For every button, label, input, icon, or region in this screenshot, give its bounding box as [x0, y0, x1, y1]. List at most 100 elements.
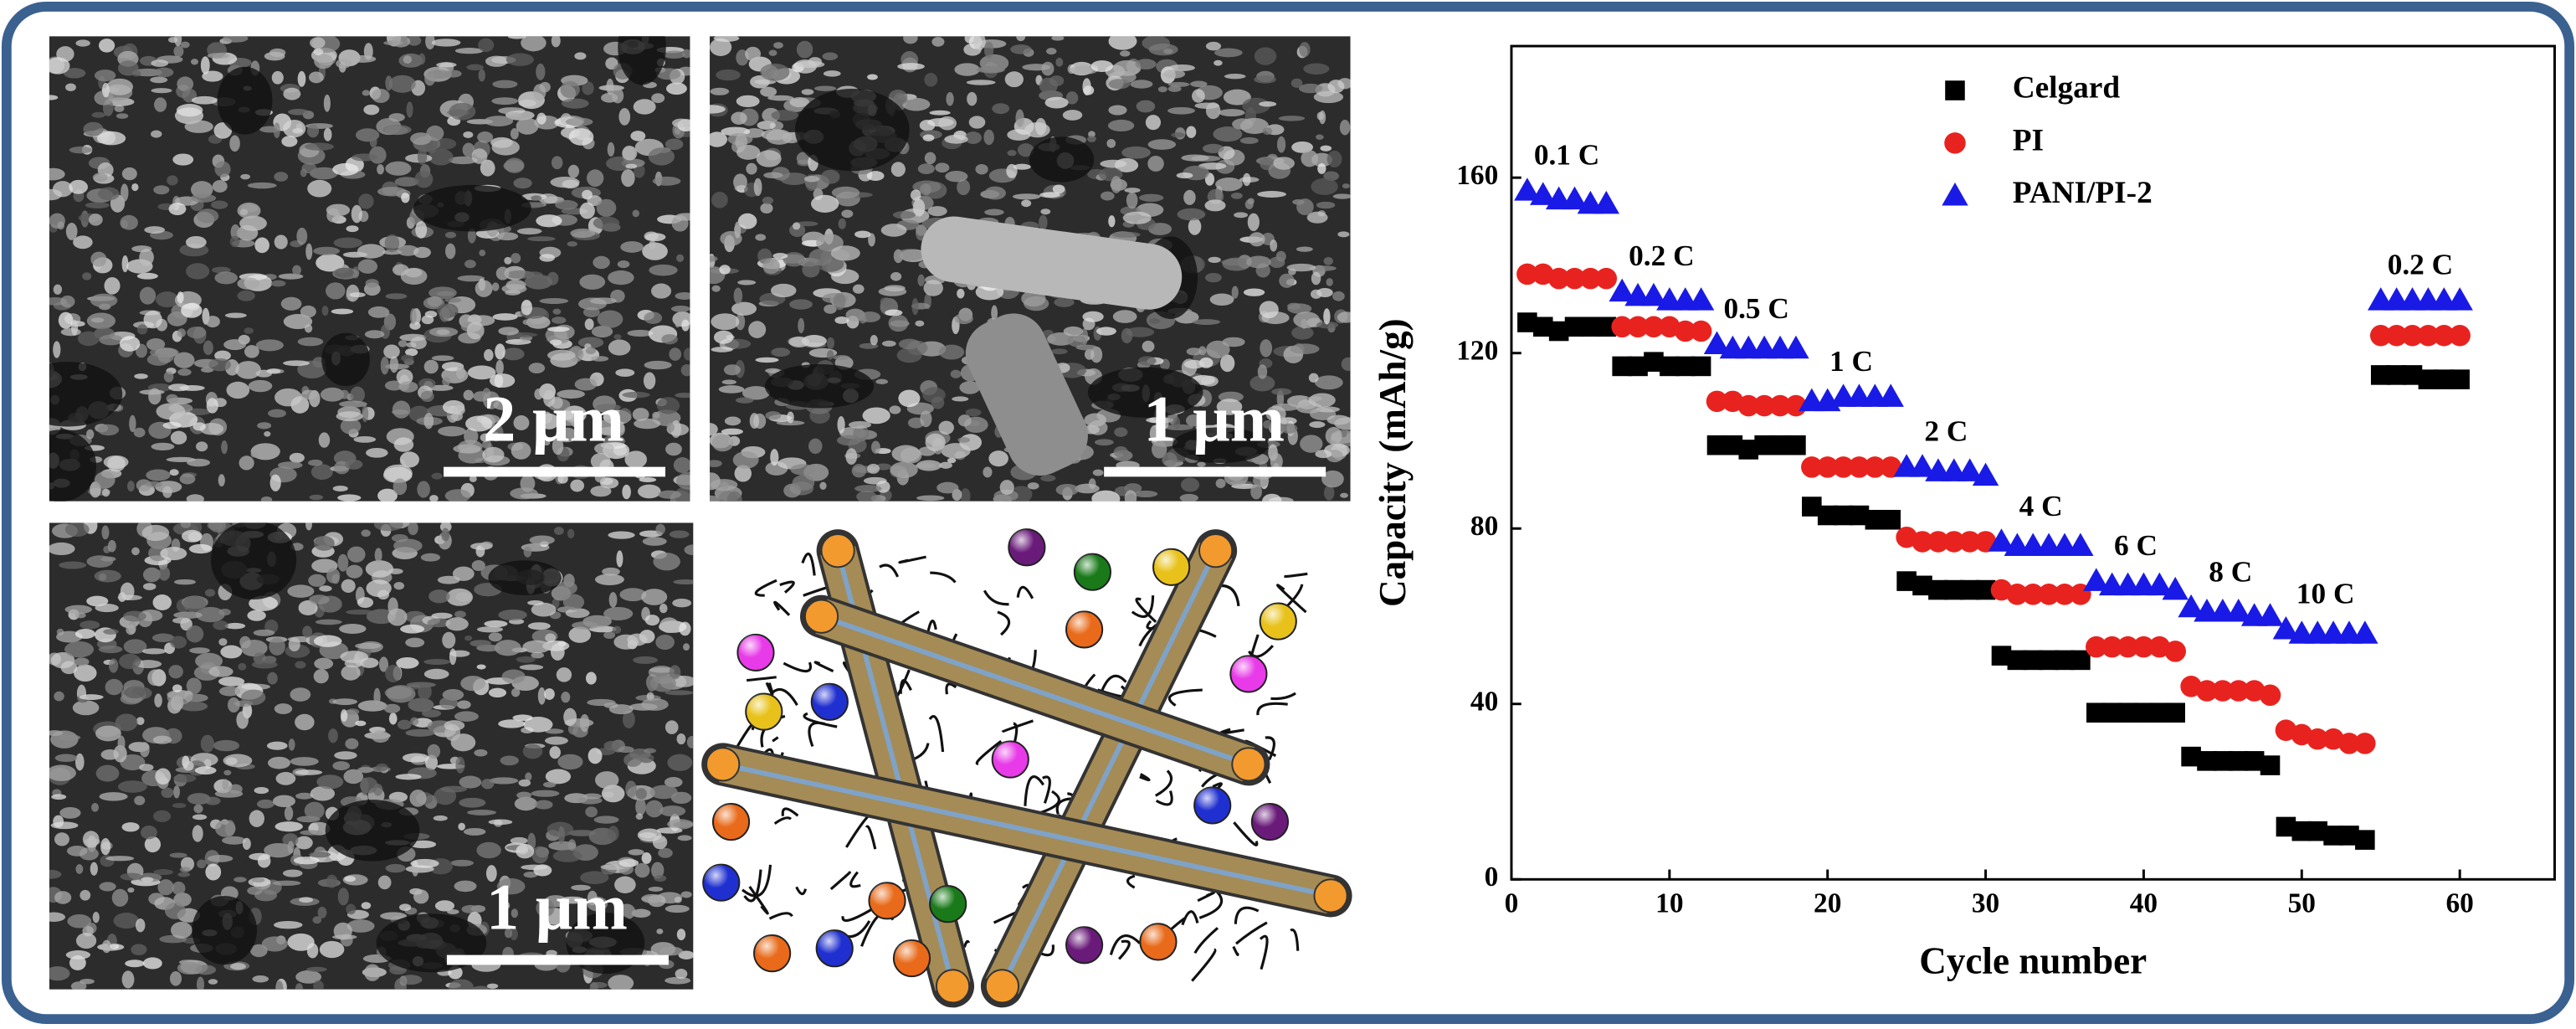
- point: [2165, 702, 2185, 723]
- sem-grain: [602, 567, 620, 576]
- sem-grain: [463, 389, 474, 401]
- sem-grain: [92, 911, 100, 924]
- sem-grain: [622, 146, 638, 161]
- sem-grain: [561, 98, 589, 109]
- polymer-chain: [1197, 891, 1216, 903]
- polymer-chain: [975, 739, 1003, 765]
- sem-grain: [456, 366, 466, 379]
- sem-grain: [1205, 273, 1222, 283]
- sem-grain: [1262, 127, 1273, 136]
- sem-grain: [367, 306, 390, 318]
- sem-grain: [568, 128, 594, 146]
- sem-grain: [268, 409, 286, 418]
- sem-grain: [49, 966, 70, 981]
- sem-grain: [331, 308, 354, 315]
- sem-grain: [900, 447, 922, 464]
- sem-grain: [142, 583, 157, 590]
- fiber-end: [984, 969, 1020, 1004]
- sem-grain: [1124, 490, 1137, 502]
- sem-grain: [135, 918, 146, 933]
- point: [1674, 320, 1696, 342]
- sem-grain: [237, 277, 260, 290]
- sem-grain: [552, 308, 562, 315]
- sem-grain: [734, 465, 752, 482]
- sem-grain: [395, 774, 422, 780]
- sem-grain: [398, 381, 418, 393]
- sem-grain: [453, 444, 481, 454]
- sem-grain: [1122, 211, 1152, 224]
- sem-grain: [939, 461, 952, 469]
- ion-highlight: [1140, 924, 1177, 960]
- sem-grain: [567, 723, 578, 735]
- sem-grain: [361, 529, 371, 538]
- sem-grain: [659, 946, 684, 956]
- sem-grain: [427, 296, 443, 307]
- sem-grain: [531, 602, 557, 617]
- sem-grain: [713, 36, 740, 42]
- sem-grain: [553, 527, 564, 536]
- sem-grain: [1050, 348, 1068, 355]
- sem-grain: [587, 698, 616, 707]
- sem-grain: [619, 588, 647, 602]
- point: [1628, 356, 1648, 377]
- sem-grain: [1136, 100, 1156, 113]
- sem-grain: [170, 921, 192, 939]
- sem-grain: [328, 728, 338, 743]
- sem-grain: [319, 940, 345, 959]
- sem-grain: [182, 595, 207, 612]
- ion-highlight: [1065, 927, 1103, 964]
- sem-grain: [117, 735, 126, 752]
- sem-grain: [362, 404, 369, 423]
- sem-grain: [561, 692, 571, 703]
- sem-grain: [1034, 117, 1047, 136]
- sem-grain: [168, 37, 178, 44]
- sem-grain: [1010, 44, 1032, 54]
- sem-grain: [180, 41, 190, 49]
- sem-grain: [510, 487, 538, 500]
- ion-highlight: [754, 935, 791, 972]
- sem-grain: [1162, 452, 1178, 467]
- point: [1849, 505, 1870, 526]
- sem-grain: [560, 80, 580, 99]
- sem-grain: [505, 53, 534, 66]
- sem-grain: [387, 597, 398, 615]
- point: [2117, 702, 2138, 723]
- sem-grain: [649, 785, 678, 800]
- sem-grain: [420, 553, 441, 562]
- sem-grain: [308, 459, 323, 466]
- sem-grain: [464, 260, 476, 269]
- sem-grain: [223, 769, 232, 776]
- sem-grain: [1063, 326, 1084, 337]
- point: [2086, 635, 2107, 658]
- sem-grain: [167, 175, 178, 186]
- sem-grain: [665, 976, 691, 985]
- sem-grain: [355, 642, 382, 650]
- sem-grain: [1177, 208, 1206, 221]
- sem-grain: [308, 574, 326, 587]
- rate-label: 2 C: [1924, 415, 1968, 448]
- sem-grain: [501, 901, 511, 910]
- sem-grain: [630, 131, 646, 141]
- sem-grain: [140, 826, 157, 840]
- sem-grain: [927, 206, 947, 217]
- sem-grain: [251, 660, 278, 669]
- sem-grain: [1198, 346, 1207, 356]
- sem-grain: [239, 635, 251, 649]
- sem-grain: [552, 849, 582, 862]
- sem-grain: [67, 914, 92, 929]
- sem-grain: [500, 755, 519, 766]
- sem-grain: [498, 719, 526, 728]
- sem-grain: [60, 327, 81, 337]
- sem-grain: [177, 961, 203, 975]
- polymer-chain: [1118, 939, 1131, 960]
- sem-grain: [884, 285, 906, 292]
- sem-grain: [1340, 492, 1348, 498]
- sem-grain: [53, 284, 63, 295]
- sem-grain: [288, 108, 310, 116]
- sem-grain: [988, 450, 1008, 467]
- sem-grain: [1342, 183, 1350, 189]
- sem-grain: [475, 280, 493, 297]
- sem-grain: [1213, 126, 1243, 142]
- point: [1753, 394, 1775, 417]
- sem-grain: [177, 328, 187, 337]
